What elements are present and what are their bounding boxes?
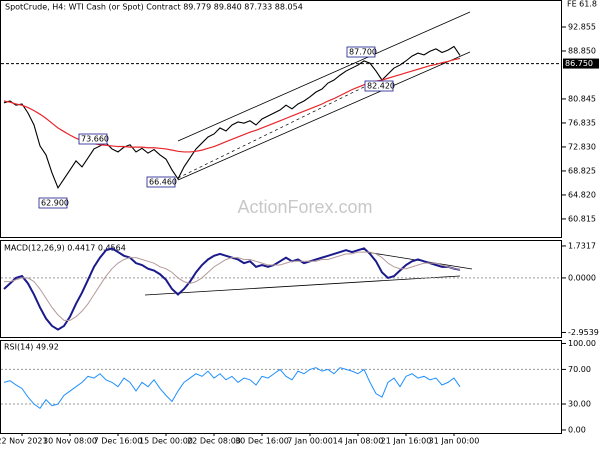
y-tick-label: 88.850	[568, 46, 596, 55]
annotation: 87.700	[349, 48, 377, 57]
macd-trend-lower	[144, 275, 461, 296]
series-line	[3, 247, 461, 331]
x-tick-label: 21 Jan 16:00	[381, 437, 432, 446]
channel-base	[177, 85, 367, 179]
y-tick-label: -2.9539	[568, 328, 599, 337]
y-tick-label: 64.820	[568, 190, 596, 199]
channel-upper	[177, 11, 471, 142]
x-tick-label: 22 Dec 08:00	[187, 437, 241, 446]
series-line	[3, 57, 461, 153]
series-line	[3, 45, 461, 190]
x-tick-label: 15 Dec 00:00	[139, 437, 193, 446]
y-tick-label: 68.825	[568, 166, 596, 175]
channel-lower	[177, 51, 471, 181]
x-tick-label: 7 Jan 00:00	[287, 437, 333, 446]
y-tick-label: 60.815	[568, 214, 596, 223]
price-marker-box	[563, 58, 599, 69]
x-tick-label: 30 Dec 16:00	[235, 437, 289, 446]
y-tick-label: 0.00	[568, 425, 586, 434]
annotation: 73.660	[81, 135, 109, 144]
rsi-panel	[0, 340, 562, 434]
y-tick-label: 70.00	[568, 365, 591, 374]
chart-title: SpotCrude, H4: WTI Cash (or Spot) Contra…	[5, 3, 303, 12]
annotation-box	[38, 197, 68, 209]
x-tick-label: 14 Jan 08:00	[333, 437, 384, 446]
x-tick-label: 30 Nov 08:00	[43, 437, 97, 446]
y-tick-label: 100.00	[568, 339, 596, 348]
annotation-box	[146, 176, 176, 188]
series-line	[3, 367, 461, 410]
y-tick-label: 80.845	[568, 94, 596, 103]
annotation: 82.420	[367, 82, 395, 91]
x-tick-label: 31 Jan 00:00	[429, 437, 480, 446]
price-panel	[0, 0, 562, 238]
rsi-title: RSI(14) 49.92	[4, 343, 59, 352]
y-tick-label: 1.7317	[568, 241, 596, 250]
annotation-box	[346, 46, 376, 58]
corner-label: FE 61.8	[567, 0, 597, 9]
price-marker-label: 86.750	[565, 59, 593, 68]
x-tick-label: 7 Dec 16:00	[94, 437, 143, 446]
annotation-box	[364, 80, 394, 92]
x-tick-label: 22 Nov 2021	[0, 437, 48, 446]
series-line	[4, 251, 461, 321]
macd-panel	[0, 240, 562, 338]
annotation-box	[78, 133, 108, 145]
y-tick-label: 76.835	[568, 118, 596, 127]
annotation: 62.900	[41, 199, 69, 208]
y-tick-label: 30.00	[568, 400, 591, 409]
y-tick-label: 72.830	[568, 142, 596, 151]
watermark: ActionForex.com	[237, 197, 372, 217]
annotation: 66.460	[149, 178, 177, 187]
macd-title: MACD(12,26,9) 0.4417 0.4564	[4, 244, 126, 253]
y-tick-label: 92.855	[568, 22, 596, 31]
y-tick-label: 0.0000	[568, 273, 596, 282]
